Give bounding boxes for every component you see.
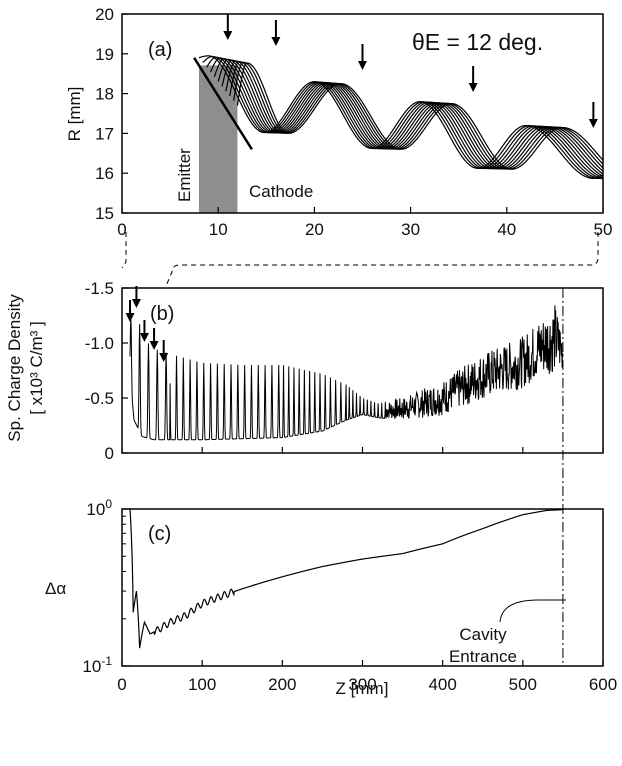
- arrow-b-2-head: [131, 299, 141, 308]
- trajectory-4: [209, 57, 603, 180]
- arrow-b-4-head: [149, 341, 159, 350]
- x-ticks-c: 0 100 200 300 400 500 600: [117, 660, 617, 694]
- y-axis-label-c: Δα: [45, 579, 66, 598]
- x-tick-label-a-40: 40: [497, 220, 516, 239]
- y-tick-label-a-19: 19: [95, 45, 114, 64]
- y-tick-label-c-1: 10-1: [82, 654, 112, 676]
- x-axis-label: Z [mm]: [336, 679, 389, 698]
- y-tick-label-c-0: 100: [86, 497, 112, 519]
- x-tick-label-c-0: 0: [117, 675, 126, 694]
- y-tick-label-a-17: 17: [95, 124, 114, 143]
- y-tick-label-b-3: -1.5: [85, 279, 114, 298]
- angle-annotation: θE = 12 deg.: [412, 29, 543, 55]
- panel-c: 0 100 200 300 400 500 600 100 10-1 (c) Cavity E…: [45, 497, 617, 698]
- cavity-pointer: [499, 599, 566, 623]
- arrow-a-4-head: [468, 83, 478, 92]
- x-tick-label-c-500: 500: [509, 675, 537, 694]
- emitter-label: Emitter: [175, 148, 194, 202]
- y-axis-label-a: R [mm]: [65, 87, 84, 142]
- x-tick-label-a-50: 50: [594, 220, 613, 239]
- arrows-b: [125, 286, 169, 362]
- trajectory-7: [221, 59, 603, 175]
- y-tick-label-a-18: 18: [95, 85, 114, 104]
- zoom-connector-left: [121, 232, 127, 269]
- density-trace: [129, 305, 564, 441]
- trajectory-10: [232, 61, 603, 170]
- y-ticks-c: 100 10-1: [82, 497, 130, 676]
- y-tick-label-b-1: -0.5: [85, 389, 114, 408]
- emitter-line: [193, 57, 253, 150]
- trajectory-5: [213, 58, 603, 179]
- trajectory-6: [217, 58, 603, 177]
- y-tick-label-b-0: 0: [105, 444, 114, 463]
- trajectory-9: [229, 60, 603, 170]
- cathode-label: Cathode: [249, 182, 313, 201]
- x-ticks-a: 0 10 20 30 40 50: [117, 207, 612, 239]
- x-tick-label-a-20: 20: [305, 220, 324, 239]
- zoom-connector-right: [165, 232, 599, 287]
- panel-label-a: (a): [148, 39, 172, 61]
- panel-b: 0 -0.5 -1.0 -1.5 (b) Sp. Charge Density [ x…: [5, 279, 604, 463]
- y-tick-label-b-2: -1.0: [85, 334, 114, 353]
- trajectory-2: [202, 55, 603, 180]
- arrows-a: [223, 14, 598, 128]
- x-tick-label-c-200: 200: [268, 675, 296, 694]
- arrow-b-5-head: [159, 353, 169, 362]
- panel-a: 0 10 20 30 40 50 15 16 17 18 19 20 (a) θE = 12 deg…: [65, 5, 612, 239]
- y-axis-label-b-line1: Sp. Charge Density: [5, 294, 24, 442]
- x-tick-label-c-100: 100: [188, 675, 216, 694]
- x-ticks-b: [121, 447, 604, 453]
- x-tick-label-a-10: 10: [209, 220, 228, 239]
- arrow-a-3-head: [358, 61, 367, 70]
- cavity-label-line1: Cavity: [459, 625, 507, 644]
- y-ticks-a: 15 16 17 18 19 20: [95, 5, 128, 223]
- trajectory-11: [236, 62, 603, 170]
- x-tick-label-c-400: 400: [428, 675, 456, 694]
- frame-a: [121, 13, 604, 214]
- y-tick-label-a-15: 15: [95, 204, 114, 223]
- x-tick-label-a-30: 30: [401, 220, 420, 239]
- trajectory-curves: [198, 55, 603, 180]
- y-tick-label-a-16: 16: [95, 164, 114, 183]
- arrow-b-1-head: [125, 313, 135, 322]
- trajectory-3: [206, 56, 603, 180]
- y-tick-label-a-20: 20: [95, 5, 114, 24]
- delta-alpha-curve: [129, 509, 563, 649]
- y-ticks-b: 0 -0.5 -1.0 -1.5: [85, 279, 128, 463]
- trajectory-8: [225, 60, 603, 172]
- x-tick-label-a-0: 0: [117, 220, 126, 239]
- cavity-label-line2: Entrance: [449, 647, 517, 666]
- delta-alpha-trace: [129, 509, 563, 649]
- arrow-a-2-head: [271, 37, 281, 46]
- x-tick-label-c-300: 300: [348, 675, 376, 694]
- arrow-a-5-head: [588, 119, 598, 128]
- y-axis-label-b-line2: [ x10³ C/m³ ]: [27, 321, 46, 415]
- space-charge-density-curve: [129, 305, 564, 441]
- x-tick-label-c-600: 600: [589, 675, 617, 694]
- frame-c: [121, 508, 604, 667]
- arrow-b-3-head: [139, 333, 149, 342]
- panel-label-c: (c): [148, 523, 171, 545]
- panel-label-b: (b): [150, 303, 174, 325]
- arrow-a-1-head: [223, 31, 233, 40]
- trajectory-1: [198, 55, 603, 179]
